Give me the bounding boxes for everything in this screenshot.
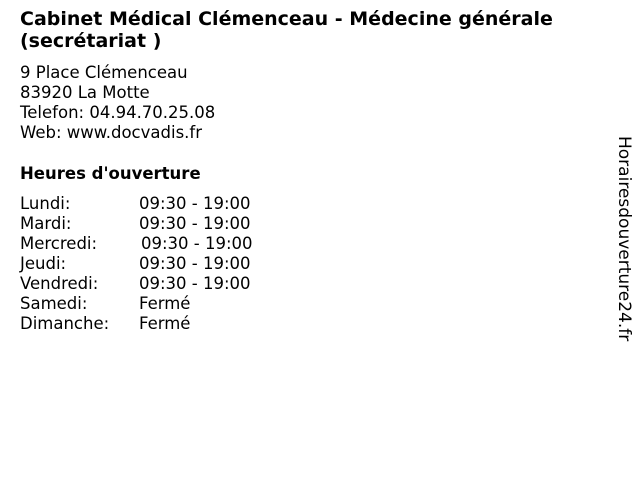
hours-value: 09:30 - 19:00	[139, 254, 251, 273]
hours-table: Lundi: 09:30 - 19:00 Mardi: 09:30 - 19:00 …	[20, 194, 253, 334]
hours-value: 09:30 - 19:00	[139, 274, 251, 293]
day-label: Dimanche:	[20, 314, 110, 333]
hours-row: Vendredi: 09:30 - 19:00	[20, 274, 253, 294]
hours-value: 09:30 - 19:00	[141, 234, 253, 253]
day-label: Vendredi:	[20, 274, 99, 293]
day-label: Lundi:	[20, 194, 71, 213]
hours-row: Mercredi: 09:30 - 19:00	[20, 234, 253, 254]
hours-row: Dimanche: Fermé	[20, 314, 253, 334]
day-label: Jeudi:	[20, 254, 67, 273]
phone: Telefon: 04.94.70.25.08	[20, 103, 216, 122]
hours-row: Lundi: 09:30 - 19:00	[20, 194, 253, 214]
side-brand-text: Horairesdouverture24.fr	[614, 136, 634, 342]
hours-row: Mardi: 09:30 - 19:00	[20, 214, 253, 234]
hours-value: 09:30 - 19:00	[139, 194, 251, 213]
address-block: 9 Place Clémenceau 83920 La Motte Telefo…	[20, 63, 215, 143]
street: 9 Place Clémenceau	[20, 63, 188, 82]
city: 83920 La Motte	[20, 83, 150, 102]
hours-value: Fermé	[139, 314, 191, 333]
day-label: Mardi:	[20, 214, 72, 233]
day-label: Samedi:	[20, 294, 88, 313]
day-label: Mercredi:	[20, 234, 98, 253]
website: Web: www.docvadis.fr	[20, 123, 202, 142]
page-title: Cabinet Médical Clémenceau - Médecine gé…	[20, 8, 553, 52]
hours-value: Fermé	[139, 294, 191, 313]
hours-row: Samedi: Fermé	[20, 294, 253, 314]
hours-value: 09:30 - 19:00	[139, 214, 251, 233]
hours-heading: Heures d'ouverture	[20, 164, 201, 183]
hours-row: Jeudi: 09:30 - 19:00	[20, 254, 253, 274]
